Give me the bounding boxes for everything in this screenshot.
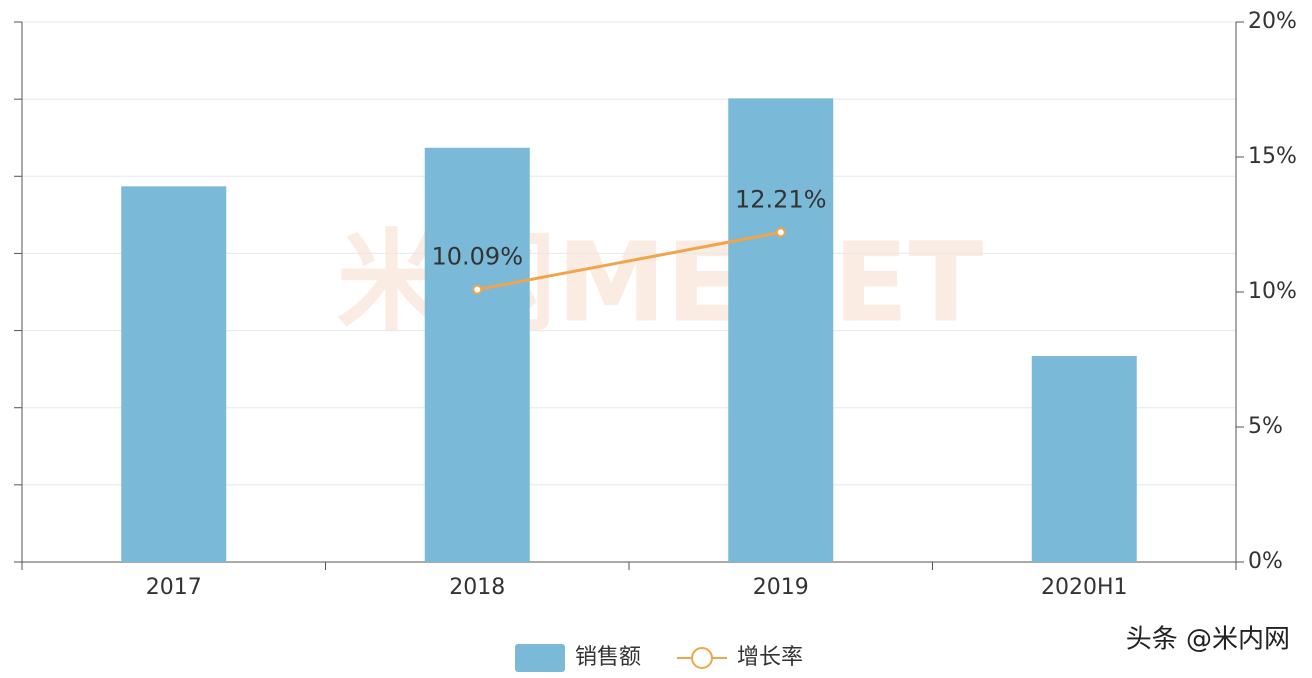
- bar: [1031, 356, 1137, 562]
- x-tick-label: 2019: [753, 575, 809, 600]
- bar: [121, 186, 227, 563]
- data-label: 10.09%: [431, 243, 523, 271]
- bar: [728, 98, 834, 562]
- y2-tick-label: 0%: [1248, 549, 1283, 574]
- y2-tick-label: 10%: [1248, 279, 1297, 304]
- x-tick-label: 2017: [146, 575, 202, 600]
- x-tick-label: 2018: [449, 575, 505, 600]
- legend-label: 增长率: [737, 645, 803, 670]
- line-point: [472, 284, 483, 295]
- legend-swatch: [515, 644, 565, 672]
- legend-swatch: [691, 647, 713, 669]
- x-tick-label: 2020H1: [1041, 575, 1128, 600]
- source: 头条 @米内网: [1126, 625, 1290, 655]
- data-label: 12.21%: [735, 185, 827, 213]
- y2-tick-label: 15%: [1248, 144, 1297, 169]
- y2-tick-label: 5%: [1248, 414, 1283, 439]
- legend-label: 销售额: [575, 645, 641, 670]
- bar: [424, 147, 530, 562]
- line: [476, 230, 782, 292]
- line-point: [775, 227, 786, 238]
- y2-tick-label: 20%: [1248, 9, 1297, 34]
